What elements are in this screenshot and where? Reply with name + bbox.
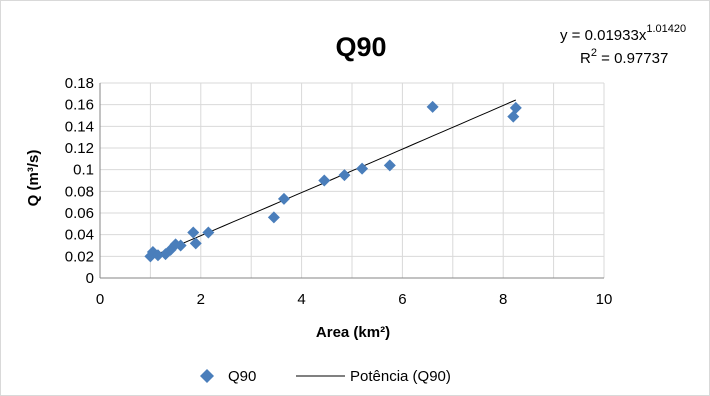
data-point [187, 226, 200, 239]
data-point [509, 101, 522, 114]
r2-prefix: R [580, 50, 591, 67]
y-tick-label: 0.14 [65, 118, 94, 135]
data-point [507, 110, 520, 123]
legend-label-trend: Potência (Q90) [350, 368, 451, 385]
y-tick-label: 0.08 [65, 183, 94, 200]
legend-marker-q90 [200, 369, 214, 383]
y-tick-label: 0.18 [65, 75, 94, 92]
y-tick-label: 0.02 [65, 248, 94, 265]
data-point [277, 192, 290, 205]
y-tick-label: 0.16 [65, 97, 94, 114]
x-tick-label: 4 [297, 291, 305, 308]
grid-lines [99, 82, 605, 279]
legend-label-q90: Q90 [228, 368, 256, 385]
data-point [338, 169, 351, 182]
data-point [202, 226, 215, 239]
data-point [383, 159, 396, 172]
r-squared: R2 = 0.97737 [580, 47, 668, 67]
data-point [426, 100, 439, 113]
x-tick-label: 10 [596, 291, 613, 308]
data-point [151, 249, 164, 262]
data-point [189, 237, 202, 250]
y-tick-label: 0.04 [65, 227, 94, 244]
data-point [267, 211, 280, 224]
data-points [144, 100, 522, 263]
r2-exponent: 2 [591, 47, 597, 59]
equation-main: y = 0.01933x [560, 27, 647, 44]
equation-exponent: 1.01420 [646, 23, 686, 35]
x-tick-label: 6 [398, 291, 406, 308]
y-tick-label: 0.12 [65, 140, 94, 157]
legend: Q90 Potência (Q90) [200, 368, 451, 385]
x-tick-labels: 0 2 4 6 8 10 [96, 291, 613, 308]
x-tick-label: 2 [197, 291, 205, 308]
y-axis-title: Q (m³/s) [25, 150, 42, 207]
x-axis-title: Area (km²) [316, 324, 390, 341]
y-tick-labels: 0 0.02 0.04 0.06 0.08 0.1 0.12 0.14 0.16 0.18 [65, 75, 94, 287]
chart-title: Q90 [335, 32, 386, 62]
x-tick-label: 8 [499, 291, 507, 308]
y-tick-label: 0.06 [65, 205, 94, 222]
data-point [144, 250, 157, 263]
y-tick-label: 0 [86, 270, 94, 287]
trendline-equation: y = 0.01933x1.01420 [560, 23, 686, 44]
r2-value: = 0.97737 [597, 50, 668, 67]
data-point [318, 174, 331, 187]
x-tick-label: 0 [96, 291, 104, 308]
y-tick-label: 0.1 [73, 162, 94, 179]
data-point [174, 239, 187, 252]
data-point [356, 162, 369, 175]
